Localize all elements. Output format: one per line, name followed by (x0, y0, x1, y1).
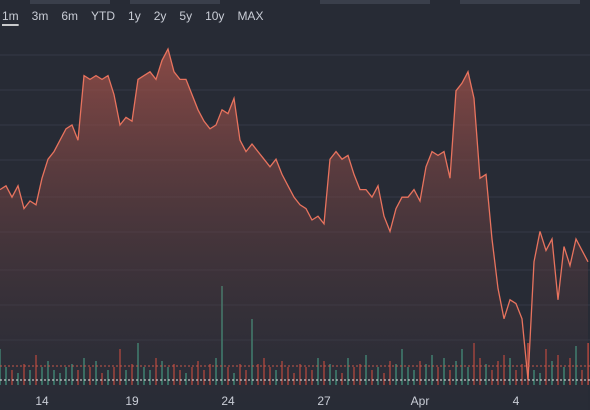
top-strip (30, 0, 580, 4)
x-tick-label: 27 (317, 394, 331, 408)
range-button[interactable]: 2y (154, 9, 167, 23)
volume-bar (527, 343, 529, 385)
x-tick-label: 24 (221, 394, 235, 408)
range-buttons: 1m 3m 6m YTD 1y 2y 5y 10y MAX (2, 9, 263, 26)
x-axis: 14 19 24 27 Apr 4 (35, 394, 519, 408)
range-button[interactable]: 6m (61, 9, 78, 23)
x-tick-label: 19 (125, 394, 139, 408)
price-line (0, 47, 589, 380)
price-area (0, 49, 588, 410)
range-button[interactable]: 5y (179, 9, 192, 23)
range-button[interactable]: YTD (91, 9, 115, 23)
range-button[interactable]: 1m (2, 9, 19, 23)
x-tick-label: 4 (513, 394, 520, 408)
x-tick-label: Apr (411, 394, 430, 408)
range-button[interactable]: MAX (237, 9, 263, 23)
range-button[interactable]: 1y (128, 9, 141, 23)
range-button[interactable]: 10y (205, 9, 224, 23)
price (0, 47, 589, 410)
range-button[interactable]: 3m (32, 9, 49, 23)
x-tick-label: 14 (35, 394, 49, 408)
